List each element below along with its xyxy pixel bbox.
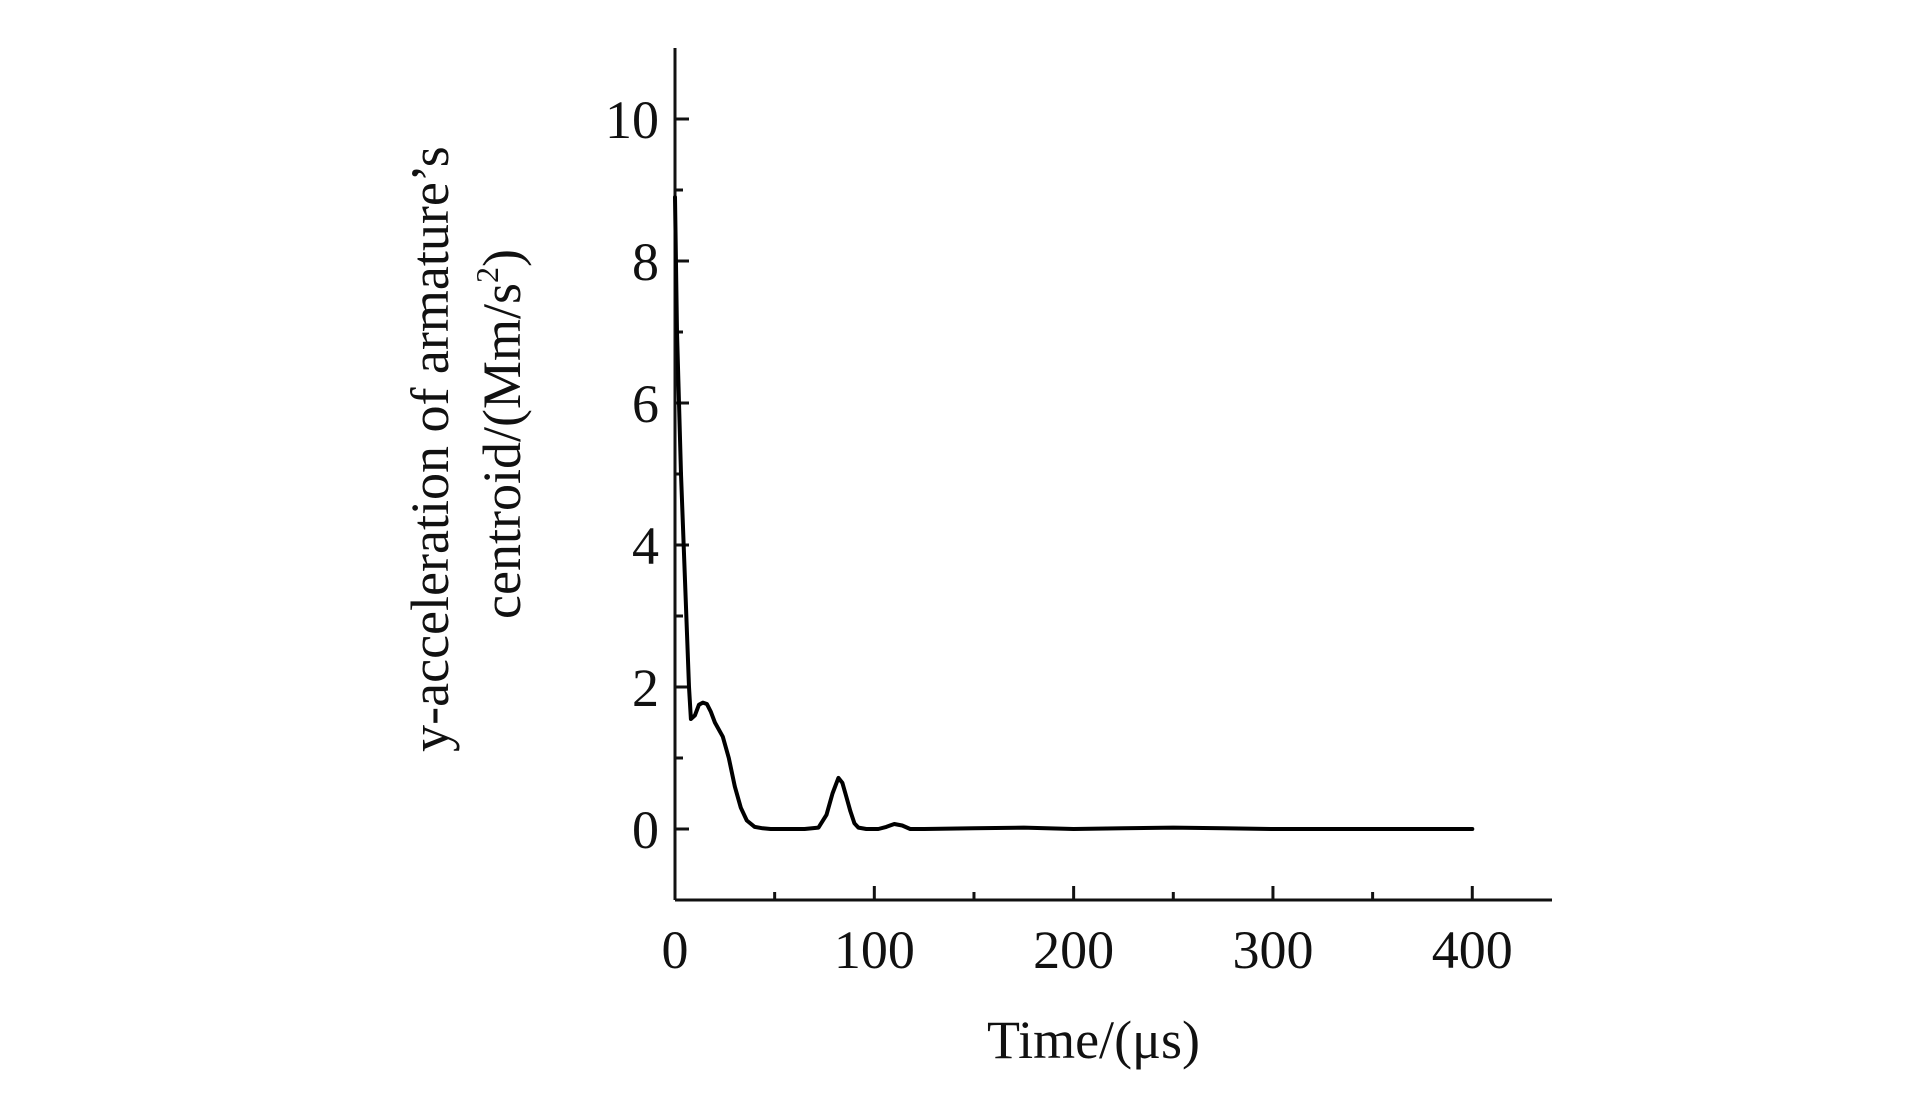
x-tick-label: 400: [1432, 920, 1513, 980]
data-point: [856, 826, 860, 830]
data-point: [1371, 827, 1375, 831]
data-point: [709, 710, 713, 714]
data-point: [1072, 827, 1076, 831]
y-axis-title-superscript: 2: [469, 267, 505, 283]
data-point: [817, 826, 821, 830]
y-tick-label: 2: [632, 658, 659, 718]
data-point: [1420, 827, 1424, 831]
y-tick-label: 6: [632, 374, 659, 434]
tick-labels-group: 0 100 200 300 400 0 2 4 6 8 10: [605, 90, 1513, 980]
data-point: [1470, 827, 1474, 831]
data-point: [733, 784, 737, 788]
data-point: [900, 824, 904, 828]
y-axis-title-line2: centroid/(Mm/s2): [469, 249, 532, 619]
data-point: [693, 713, 697, 717]
data-point: [1171, 826, 1175, 830]
x-tick-label: 100: [834, 920, 915, 980]
y-axis-title-main: centroid/(Mm/s: [472, 283, 532, 619]
plot-area: 0 100 200 300 400 0 2 4 6 8 10: [605, 48, 1552, 980]
data-point: [783, 827, 787, 831]
data-point: [972, 826, 976, 830]
data-point: [892, 822, 896, 826]
y-tick-label: 0: [632, 800, 659, 860]
data-point: [739, 806, 743, 810]
data-point: [864, 827, 868, 831]
data-point: [673, 195, 677, 199]
x-tick-label: 0: [662, 920, 689, 980]
data-point: [761, 826, 765, 830]
data-point: [705, 702, 709, 706]
data-point: [825, 813, 829, 817]
data-point: [922, 827, 926, 831]
data-point: [803, 827, 807, 831]
data-point: [1221, 826, 1225, 830]
data-point: [713, 721, 717, 725]
data-point: [908, 827, 912, 831]
data-point: [1321, 827, 1325, 831]
x-tick-label: 300: [1232, 920, 1313, 980]
y-tick-label: 10: [605, 90, 659, 150]
data-point: [689, 717, 693, 721]
y-axis-title-line1: y-acceleration of armature’s: [400, 146, 460, 752]
data-point: [876, 827, 880, 831]
data-point: [1122, 826, 1126, 830]
data-point: [721, 735, 725, 739]
data-point: [727, 756, 731, 760]
data-point: [701, 701, 705, 705]
data-point: [753, 825, 757, 829]
data-points-group: [673, 195, 1474, 831]
data-point: [831, 792, 835, 796]
series-line: [673, 195, 1475, 831]
ticks-group: [673, 117, 1474, 900]
x-axis-title: Time/(μs): [987, 1010, 1200, 1070]
data-point: [840, 781, 844, 785]
data-point: [884, 825, 888, 829]
data-point: [844, 795, 848, 799]
data-point: [697, 703, 701, 707]
y-axis-title-close: ): [472, 249, 532, 267]
data-point: [769, 827, 773, 831]
data-point: [1022, 826, 1026, 830]
x-tick-label: 200: [1033, 920, 1114, 980]
data-point: [852, 821, 856, 825]
data-point: [679, 472, 683, 476]
data-point: [1271, 827, 1275, 831]
data-point: [683, 579, 687, 583]
data-point: [745, 819, 749, 823]
data-point: [675, 330, 679, 334]
data-point: [848, 809, 852, 813]
y-tick-label: 4: [632, 516, 659, 576]
y-tick-label: 8: [632, 232, 659, 292]
data-point: [687, 685, 691, 689]
data-point: [836, 776, 840, 780]
